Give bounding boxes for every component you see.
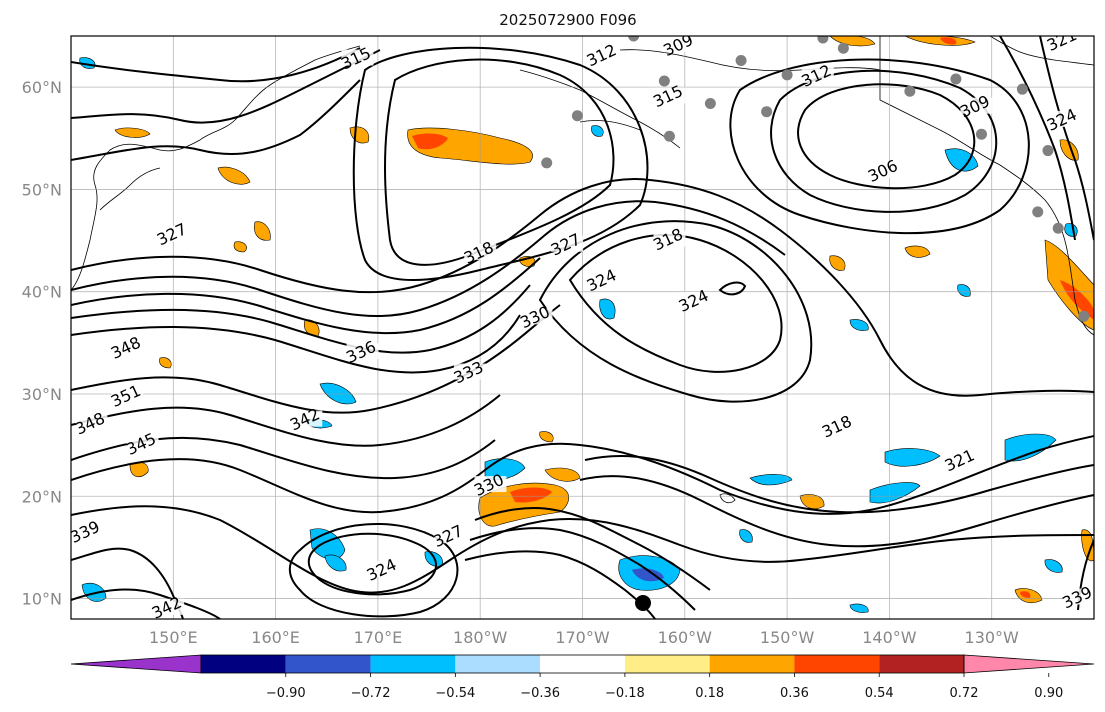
contour-label-bg xyxy=(75,414,108,431)
colorbar-label: 0.36 xyxy=(780,686,809,701)
contour-label-bg xyxy=(822,417,855,434)
colorbar-swatch xyxy=(455,655,541,673)
contour-label-bg xyxy=(152,598,185,615)
station-dot xyxy=(628,36,640,42)
station-dot xyxy=(541,157,553,169)
contour-label-bg xyxy=(367,560,400,577)
contour-label-bg xyxy=(464,243,497,260)
colorbar-swatch xyxy=(624,655,710,673)
tropical-system-marker xyxy=(635,595,651,611)
contour-label-bg xyxy=(453,363,486,380)
lat-tick-label: 10°N xyxy=(22,590,62,609)
contour-label-bg xyxy=(433,527,466,544)
station-dot xyxy=(837,42,849,54)
lat-tick-label: 20°N xyxy=(22,487,62,506)
latitude-ticks: 10°N 20°N 30°N 40°N 50°N 60°N xyxy=(22,78,62,608)
contour-label-bg xyxy=(586,271,619,288)
colorbar: −0.90 −0.72 −0.54 −0.36 −0.18 0.18 0.36 0.54 0.7… xyxy=(70,654,1095,701)
colorbar-frame xyxy=(200,654,965,674)
contour-label-bg xyxy=(801,66,834,83)
station-dot xyxy=(950,73,962,85)
station-dot xyxy=(975,128,987,140)
station-dot xyxy=(704,98,716,110)
station-dot xyxy=(658,75,670,87)
contour-label-bg xyxy=(474,476,507,493)
colorbar-label: −0.72 xyxy=(351,686,391,701)
lon-tick-label: 170°W xyxy=(555,628,610,647)
colorbar-extend-low xyxy=(70,654,202,674)
colorbar-label: 0.90 xyxy=(1034,686,1063,701)
station-dot xyxy=(781,69,793,81)
contour-label-bg xyxy=(663,36,696,53)
colorbar-label: −0.54 xyxy=(435,686,475,701)
colorbar-swatch xyxy=(370,655,456,673)
colorbar-label: 0.54 xyxy=(865,686,894,701)
contour-label-bg xyxy=(586,46,619,63)
colorbar-label: −0.36 xyxy=(520,686,560,701)
plot-frame xyxy=(70,35,1095,620)
contour-label-bg xyxy=(346,343,379,360)
lon-tick-label: 170°E xyxy=(354,628,403,647)
colorbar-label: −0.18 xyxy=(605,686,645,701)
lat-tick-label: 40°N xyxy=(22,283,62,302)
lat-tick-label: 30°N xyxy=(22,385,62,404)
contour-label-bg xyxy=(1047,36,1080,48)
colorbar-label: −0.90 xyxy=(266,686,306,701)
contour-label-bg xyxy=(1047,110,1080,127)
longitude-ticks: 150°E 160°E 170°E 180°W 170°W 160°W 150°W 140°W… xyxy=(149,628,1019,647)
station-dot xyxy=(817,36,829,44)
lon-tick-label: 150°W xyxy=(760,628,815,647)
contour-label-bg xyxy=(111,339,144,356)
station-dot xyxy=(1042,145,1054,157)
map-title: 2025072900 F096 xyxy=(499,11,636,29)
station-dot xyxy=(904,85,916,97)
station-dot xyxy=(761,106,773,118)
colorbar-label: 0.18 xyxy=(695,686,724,701)
contour-label-bg xyxy=(1062,588,1094,605)
colorbar-label: 0.72 xyxy=(950,686,979,701)
colorbar-swatch xyxy=(201,655,286,673)
contour-label-bg xyxy=(960,97,993,114)
contour-label-bg xyxy=(126,435,159,452)
contour-label-bg xyxy=(71,523,103,540)
contour-label-bg xyxy=(290,410,323,427)
lon-tick-label: 150°E xyxy=(149,628,198,647)
colorbar-swatch xyxy=(285,655,371,673)
station-dot xyxy=(663,130,675,142)
station-dot xyxy=(1016,83,1028,95)
station-dot xyxy=(1052,222,1064,234)
contour-label-bg xyxy=(520,308,553,325)
lon-tick-label: 160°E xyxy=(251,628,300,647)
colorbar-swatch xyxy=(540,655,625,673)
contour-label-bg xyxy=(945,451,978,468)
lat-tick-label: 60°N xyxy=(22,78,62,97)
contour-label-bg xyxy=(653,230,686,247)
contour-label-bg xyxy=(551,235,584,252)
lon-tick-label: 130°W xyxy=(965,628,1020,647)
contour-label-bg xyxy=(341,49,374,66)
station-dot xyxy=(1078,310,1090,322)
contour-label-bg xyxy=(868,162,901,179)
lon-tick-label: 180°W xyxy=(453,628,508,647)
colorbar-swatch xyxy=(794,655,880,673)
colorbar-extend-high xyxy=(963,654,1095,674)
station-markers xyxy=(541,36,1090,322)
station-dot xyxy=(735,55,747,67)
contour-label-bg xyxy=(653,87,686,104)
coastlines xyxy=(71,36,1094,504)
lon-tick-label: 140°W xyxy=(862,628,917,647)
colorbar-swatch xyxy=(709,655,795,673)
contour-label-bg xyxy=(679,291,712,308)
contour-label-bg xyxy=(111,387,144,404)
shaded-regions xyxy=(79,36,1094,613)
contour-label-bg xyxy=(157,225,190,242)
lon-tick-label: 160°W xyxy=(658,628,713,647)
lat-tick-label: 50°N xyxy=(22,180,62,199)
colorbar-swatch xyxy=(879,655,964,673)
station-dot xyxy=(571,110,583,122)
station-dot xyxy=(1032,206,1044,218)
